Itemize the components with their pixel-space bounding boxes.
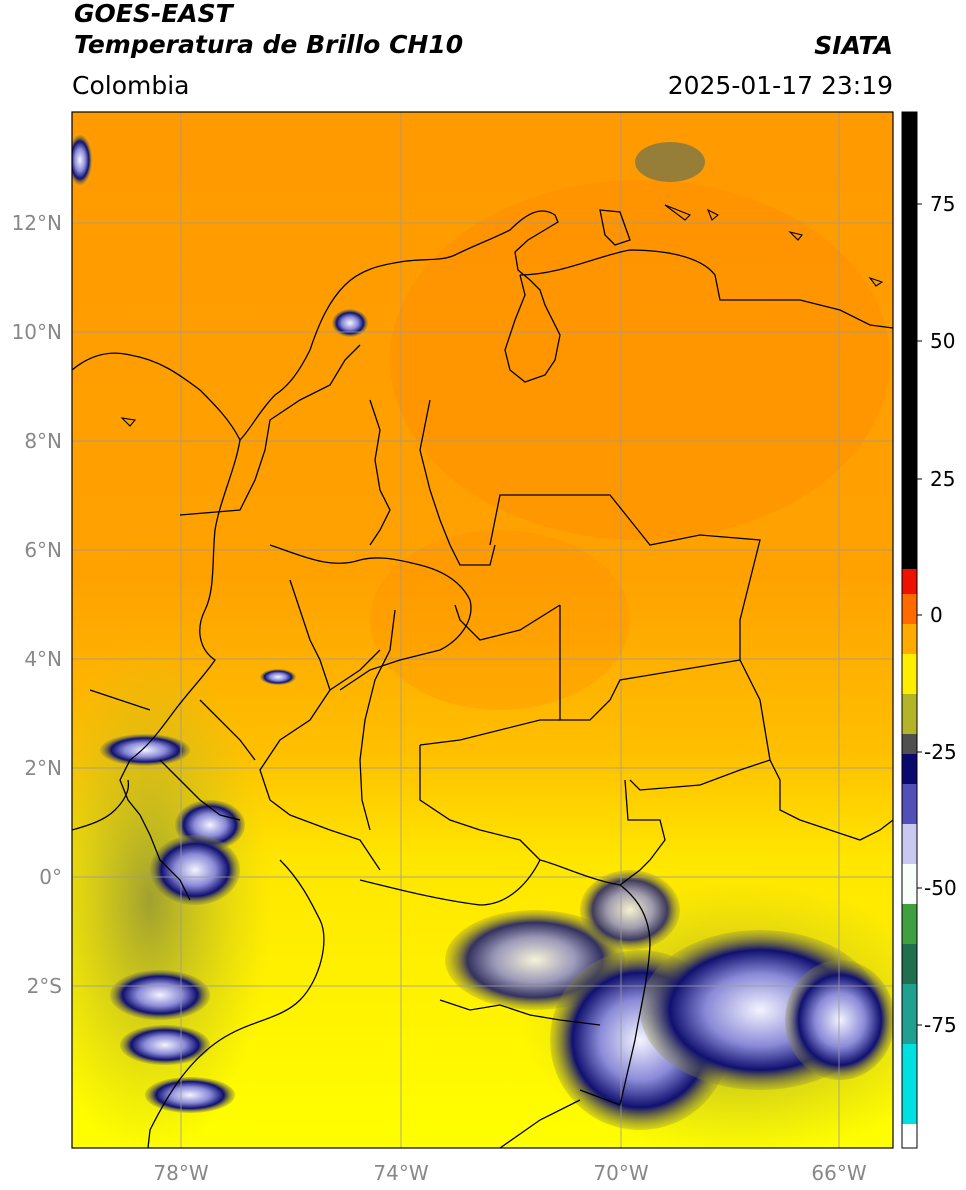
colorbar-tick-label: -25 bbox=[924, 740, 957, 764]
graticule bbox=[72, 112, 893, 1148]
latitude-labels: 12°N 10°N 8°N 6°N 4°N 2°N 0° 2°S bbox=[12, 211, 62, 998]
lat-label: 12°N bbox=[12, 211, 62, 235]
colorbar-segment-red bbox=[902, 569, 917, 594]
colorbar-segment-olive bbox=[902, 694, 917, 734]
colorbar-ticks bbox=[917, 203, 922, 1026]
product-title: Temperatura de Brillo CH10 bbox=[74, 30, 464, 59]
colorbar-tick-label: -50 bbox=[924, 876, 957, 900]
map-frame bbox=[71, 111, 894, 1149]
colorbar-tick-label: 50 bbox=[930, 329, 955, 353]
colorbar-segment-orange bbox=[902, 594, 917, 624]
colorbar-tick-label: -75 bbox=[924, 1013, 957, 1037]
olive-cloud-region bbox=[72, 640, 270, 1148]
colorbar-tick-label: 25 bbox=[930, 467, 955, 491]
lon-label: 70°W bbox=[593, 1161, 648, 1185]
colorbar-segment-teal bbox=[902, 984, 917, 1044]
cold-cloud-tops bbox=[72, 135, 893, 1130]
colorbar-tick-label: 75 bbox=[930, 192, 955, 216]
satellite-title: GOES-EAST bbox=[74, 0, 233, 28]
timestamp-label: 2025-01-17 23:19 bbox=[667, 71, 893, 100]
lat-label: 2°N bbox=[24, 756, 62, 780]
lat-label: 0° bbox=[39, 865, 62, 889]
lon-label: 74°W bbox=[373, 1161, 428, 1185]
colorbar-segment-green bbox=[902, 904, 917, 944]
warm-region bbox=[390, 180, 890, 540]
lat-label: 10°N bbox=[12, 320, 62, 344]
colorbar-tick-label: 0 bbox=[930, 603, 943, 627]
lon-label: 66°W bbox=[811, 1161, 866, 1185]
colorbar-segment-amber bbox=[902, 624, 917, 654]
colorbar-segment-black bbox=[902, 112, 917, 569]
colorbar: 75 50 25 0 -25 -50 -75 bbox=[901, 111, 957, 1149]
colorbar-segment-yellow bbox=[902, 654, 917, 694]
region-label: Colombia bbox=[72, 71, 190, 100]
lat-label: 4°N bbox=[24, 647, 62, 671]
map-panel bbox=[72, 112, 893, 1148]
colorbar-segment-darkgreen bbox=[902, 944, 917, 984]
lat-label: 2°S bbox=[27, 974, 62, 998]
boundaries bbox=[72, 209, 893, 1148]
lat-label: 8°N bbox=[24, 429, 62, 453]
colorbar-segment-min bbox=[902, 1124, 917, 1148]
colorbar-segment-lavender bbox=[902, 824, 917, 864]
organization-label: SIATA bbox=[814, 31, 893, 60]
longitude-labels: 78°W 74°W 70°W 66°W bbox=[153, 1161, 866, 1185]
islands bbox=[120, 204, 884, 427]
colorbar-segment-cyan bbox=[902, 1044, 917, 1124]
colorbar-segment-gray bbox=[902, 734, 917, 754]
lon-label: 78°W bbox=[153, 1161, 208, 1185]
colorbar-segment-white bbox=[902, 864, 917, 904]
warm-region bbox=[370, 530, 630, 710]
colorbar-segment-blue bbox=[902, 784, 917, 824]
colorbar-segment-navy bbox=[902, 754, 917, 784]
colorbar-frame bbox=[901, 111, 918, 1149]
lat-label: 6°N bbox=[24, 538, 62, 562]
